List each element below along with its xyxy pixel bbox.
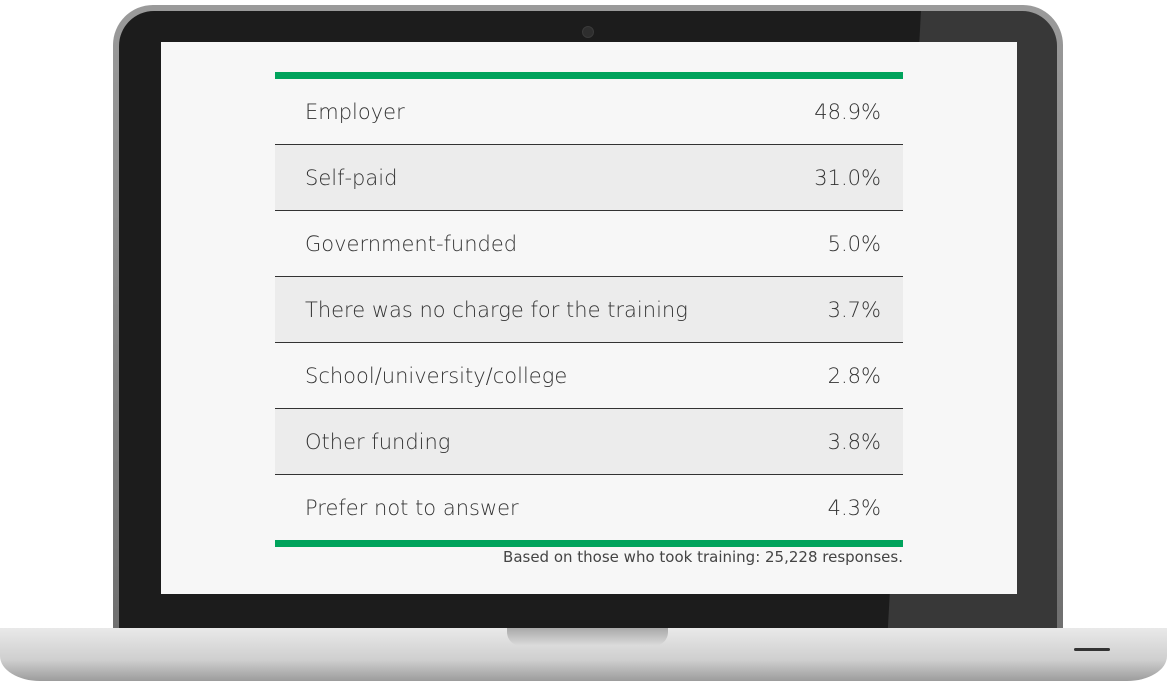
footnote: Based on those who took training: 25,228… xyxy=(503,548,903,566)
table-row: School/university/college 2.8% xyxy=(275,343,903,409)
row-value: 5.0% xyxy=(828,232,881,256)
screen: Employer 48.9% Self-paid 31.0% Government-fu… xyxy=(161,42,1017,594)
top-rule xyxy=(275,72,903,79)
table-row: Prefer not to answer 4.3% xyxy=(275,475,903,540)
page: Employer 48.9% Self-paid 31.0% Government-fu… xyxy=(0,0,1167,681)
row-label: There was no charge for the training xyxy=(305,298,688,322)
table: Employer 48.9% Self-paid 31.0% Government-fu… xyxy=(275,72,903,547)
table-row: Other funding 3.8% xyxy=(275,409,903,475)
row-value: 2.8% xyxy=(828,364,881,388)
row-value: 31.0% xyxy=(814,166,881,190)
row-value: 3.8% xyxy=(828,430,881,454)
row-label: Other funding xyxy=(305,430,450,454)
bottom-rule xyxy=(275,540,903,547)
laptop-slot xyxy=(1074,648,1110,651)
table-row: Employer 48.9% xyxy=(275,79,903,145)
row-label: Government-funded xyxy=(305,232,517,256)
table-row: There was no charge for the training 3.7% xyxy=(275,277,903,343)
camera xyxy=(582,26,594,38)
row-label: School/university/college xyxy=(305,364,567,388)
laptop-notch xyxy=(507,628,668,646)
row-value: 3.7% xyxy=(828,298,881,322)
row-value: 48.9% xyxy=(814,100,881,124)
table-row: Government-funded 5.0% xyxy=(275,211,903,277)
table-row: Self-paid 31.0% xyxy=(275,145,903,211)
row-value: 4.3% xyxy=(828,496,881,520)
row-label: Prefer not to answer xyxy=(305,496,519,520)
row-label: Employer xyxy=(305,100,405,124)
row-label: Self-paid xyxy=(305,166,397,190)
